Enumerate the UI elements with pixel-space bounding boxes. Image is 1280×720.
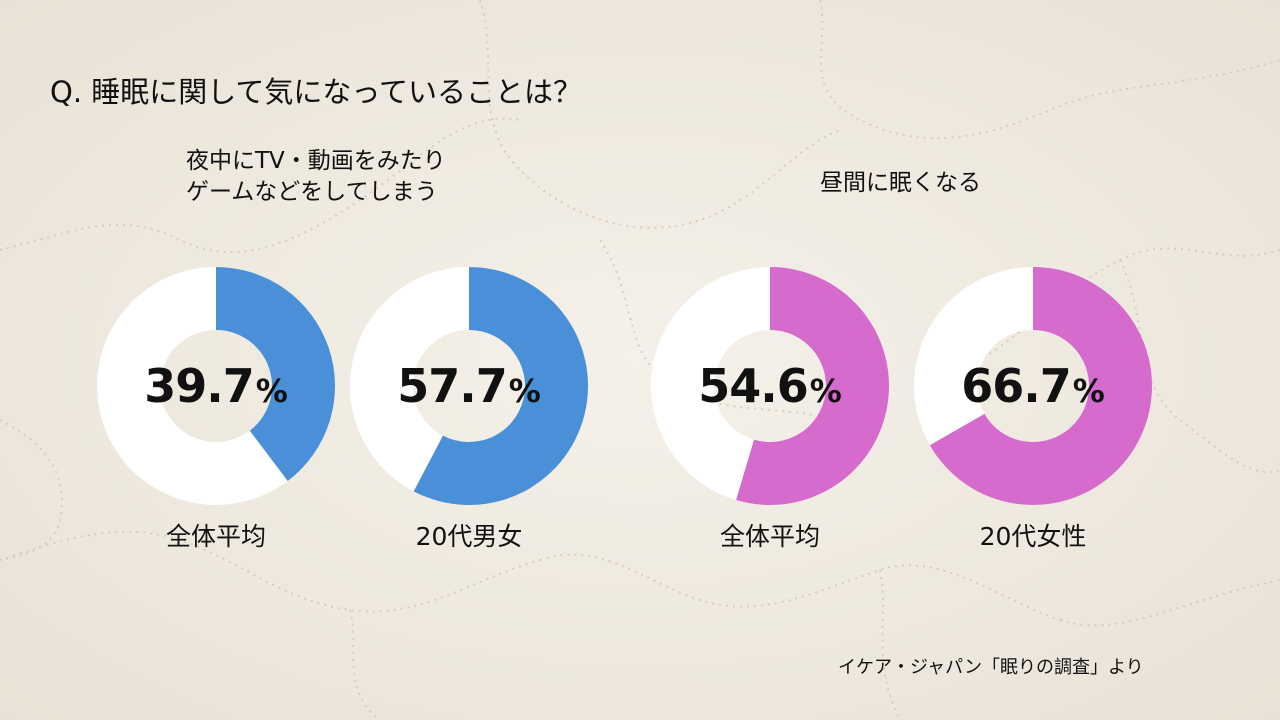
donut-chart-20s-women-sleepiness: 66.7% — [913, 266, 1153, 506]
percent-unit: % — [1072, 372, 1105, 410]
percent-value: 54.6 — [698, 359, 808, 413]
category-label: 20代女性 — [979, 522, 1087, 551]
group-title-daytime-sleepiness: 昼間に眠くなる — [820, 168, 981, 199]
percent-value: 66.7 — [961, 359, 1071, 413]
category-label: 全体平均 — [719, 522, 820, 551]
category-label: 20代男女 — [415, 522, 523, 551]
source-citation: イケア・ジャパン「眠りの調査」より — [838, 657, 1144, 678]
donut-chart-overall-sleepiness: 54.6% — [650, 266, 890, 506]
percent-label: 57.7% — [349, 266, 589, 506]
donut-value-slice — [736, 267, 890, 505]
category-label: 全体平均 — [165, 522, 266, 551]
donut-value-slice — [929, 267, 1153, 505]
percent-unit: % — [255, 372, 288, 410]
percent-unit: % — [809, 372, 842, 410]
donut-chart-20s-screen-time: 57.7% — [349, 266, 589, 506]
percent-label: 66.7% — [913, 266, 1153, 506]
question-title: Q. 睡眠に関して気になっていることは？ — [50, 75, 582, 109]
group-title-late-night-screen-time: 夜中にTV・動画をみたり ゲームなどをしてしまう — [186, 146, 446, 208]
group-title-line: ゲームなどをしてしまう — [186, 179, 438, 205]
percent-value: 39.7 — [144, 359, 254, 413]
group-title-line: 夜中にTV・動画をみたり — [186, 148, 446, 174]
percent-label: 39.7% — [96, 266, 336, 506]
percent-label: 54.6% — [650, 266, 890, 506]
donut-value-slice — [216, 267, 336, 481]
donut-value-slice — [413, 267, 589, 505]
donut-chart-overall-screen-time: 39.7% — [96, 266, 336, 506]
group-title-line: 昼間に眠くなる — [820, 170, 981, 196]
percent-value: 57.7 — [397, 359, 507, 413]
percent-unit: % — [508, 372, 541, 410]
